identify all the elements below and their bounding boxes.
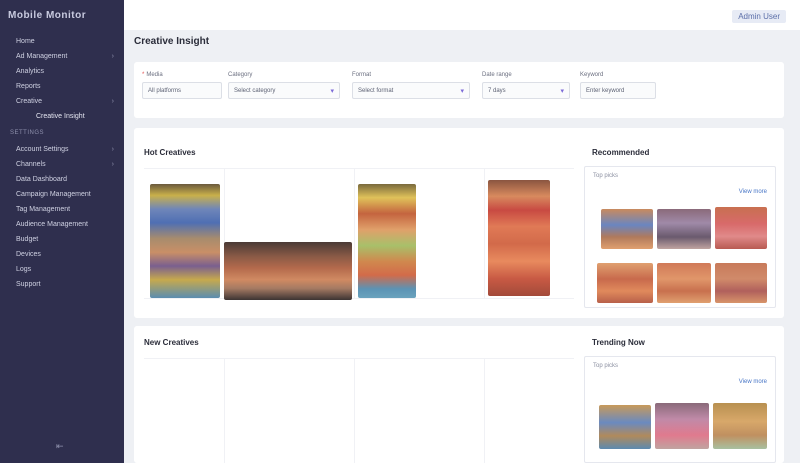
- sidebar-item[interactable]: Account Settings ›: [16, 146, 114, 153]
- new-creatives-title: New Creatives: [144, 338, 199, 347]
- sidebar-item[interactable]: Data Dashboard: [16, 176, 67, 183]
- creative-thumbnail[interactable]: [657, 263, 711, 303]
- view-more-link[interactable]: View more: [738, 379, 767, 385]
- chevron-right-icon: ›: [111, 161, 114, 168]
- sidebar-section-label: SETTINGS: [10, 130, 45, 136]
- user-menu[interactable]: Admin User: [732, 10, 786, 23]
- collapse-icon[interactable]: ⇤: [56, 441, 64, 451]
- hot-creatives-title: Hot Creatives: [144, 148, 196, 157]
- chevron-down-icon: ▾: [460, 87, 464, 95]
- chevron-down-icon: ▾: [560, 87, 564, 95]
- creative-thumbnail[interactable]: [715, 207, 767, 249]
- keyword-filter: Keyword Enter keyword: [580, 72, 656, 99]
- trending-title: Trending Now: [592, 338, 645, 347]
- media-filter: * Media All platforms: [142, 72, 222, 99]
- sidebar-item[interactable]: Home: [16, 38, 35, 45]
- creative-thumbnail[interactable]: [150, 184, 220, 298]
- creative-thumbnail[interactable]: [601, 209, 653, 249]
- format-select[interactable]: Select format ▾: [352, 82, 470, 99]
- creative-thumbnail[interactable]: [657, 209, 711, 249]
- top-header: Admin User: [124, 0, 800, 30]
- creative-thumbnail[interactable]: [224, 242, 352, 300]
- format-filter: Format Select format ▾: [352, 72, 470, 99]
- sidebar-item[interactable]: Logs: [16, 266, 32, 273]
- creative-thumbnail[interactable]: [713, 403, 767, 449]
- sidebar-item[interactable]: Devices: [16, 251, 41, 258]
- sidebar-item[interactable]: Budget: [16, 236, 39, 243]
- sidebar-item[interactable]: Analytics: [16, 68, 45, 75]
- creative-thumbnail[interactable]: [488, 180, 550, 296]
- media-input[interactable]: All platforms: [142, 82, 222, 99]
- sidebar-menu: Home Ad Management › Analytics Reports Cr…: [0, 34, 124, 292]
- hot-creatives-card: Hot Creatives Top picks View more Recomm…: [134, 128, 784, 318]
- chevron-right-icon: ›: [111, 98, 114, 105]
- sidebar-item[interactable]: Creative ›: [16, 98, 114, 105]
- page-title: Creative Insight: [134, 36, 210, 47]
- sidebar: Mobile Monitor Home Ad Management › Analy…: [0, 0, 124, 463]
- sidebar-item[interactable]: Audience Management: [16, 221, 88, 228]
- creative-thumbnail[interactable]: [358, 184, 416, 298]
- chevron-down-icon: ▾: [330, 87, 334, 95]
- filter-panel: * Media All platforms Category Select cat…: [134, 62, 784, 118]
- sidebar-item[interactable]: Ad Management ›: [16, 53, 114, 60]
- sidebar-item[interactable]: Reports: [16, 83, 41, 90]
- trending-panel: Top picks View more: [584, 356, 776, 463]
- category-select[interactable]: Select category ▾: [228, 82, 340, 99]
- creative-thumbnail[interactable]: [599, 405, 651, 449]
- date-range-select[interactable]: 7 days ▾: [482, 82, 570, 99]
- chevron-right-icon: ›: [111, 146, 114, 153]
- new-creatives-card: New Creatives Trending Now Top picks Vie…: [134, 326, 784, 463]
- creative-thumbnail[interactable]: [655, 403, 709, 449]
- chevron-right-icon: ›: [111, 53, 114, 60]
- recommended-panel: Top picks View more: [584, 166, 776, 308]
- category-filter: Category Select category ▾: [228, 72, 340, 99]
- creative-thumbnail[interactable]: [715, 263, 767, 303]
- sidebar-item[interactable]: Campaign Management: [16, 191, 91, 198]
- recommended-title: Recommended: [592, 148, 650, 157]
- keyword-input[interactable]: Enter keyword: [580, 82, 656, 99]
- sidebar-item[interactable]: Tag Management: [16, 206, 71, 213]
- date-range-filter: Date range 7 days ▾: [482, 72, 570, 99]
- sidebar-sub-item-creative-insight[interactable]: Creative Insight: [36, 113, 85, 120]
- sidebar-item[interactable]: Support: [16, 281, 41, 288]
- creative-thumbnail[interactable]: [597, 263, 653, 303]
- brand-logo: Mobile Monitor: [8, 10, 87, 21]
- sidebar-item[interactable]: Channels ›: [16, 161, 114, 168]
- view-more-link[interactable]: View more: [738, 189, 767, 195]
